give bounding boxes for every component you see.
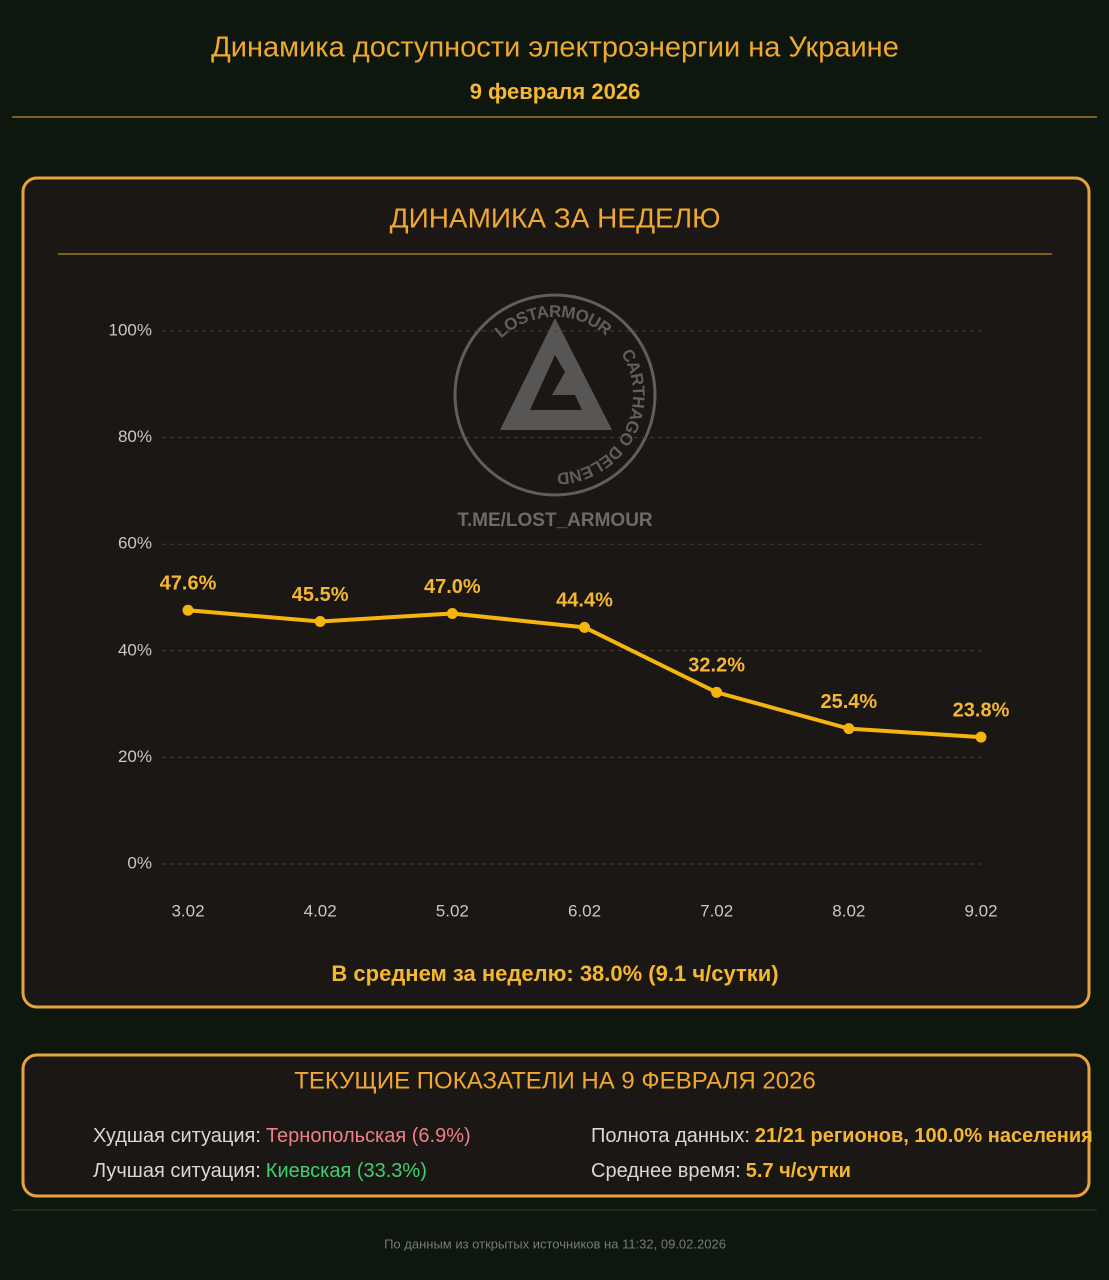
point [975,731,987,743]
current-item: Лучшая ситуация: Киевская (33.3%) [93,1160,427,1182]
plot: 0% 20% 40% 60% 80% 100% 3.02 4.02 5.02 6.02 7.02 8.… [109,320,1010,920]
x-tick-label: 8.02 [832,901,865,920]
watermark-url: T.ME/LOST_ARMOUR [457,510,653,531]
item-value: Тернопольская (6.9%) [266,1125,471,1147]
y-tick-label: 60% [118,534,152,553]
item-label: Среднее время: [591,1160,741,1182]
item-value: 21/21 регионов, 100.0% населения [755,1125,1093,1147]
item-label: Полнота данных: [591,1125,750,1147]
y-tick-label: 40% [118,640,152,659]
data-label: 47.0% [424,576,481,598]
item-label: Худшая ситуация: [93,1125,261,1147]
data-label: 25.4% [820,691,877,713]
y-tick-label: 0% [127,853,152,872]
item-label: Лучшая ситуация: [93,1160,261,1182]
y-tick-label: 20% [118,747,152,766]
page-date: 9 февраля 2026 [470,79,641,104]
point [843,723,855,735]
current-panel [21,1053,1091,1198]
chart-summary: В среднем за неделю: 38.0% (9.1 ч/сутки) [331,961,778,986]
current-item: Среднее время: 5.7 ч/сутки [591,1160,851,1182]
page-title: Динамика доступности электроэнергии на У… [211,32,899,64]
point [579,621,590,633]
current-item: Худшая ситуация: Тернопольская (6.9%) [93,1125,471,1147]
current-items: Худшая ситуация: Тернопольская (6.9%)Лучш… [93,1125,1093,1182]
y-tick-label: 80% [118,427,152,446]
point [711,686,723,698]
x-tick-label: 9.02 [964,901,997,920]
current-title: ТЕКУЩИЕ ПОКАЗАТЕЛИ НА 9 ФЕВРАЛЯ 2026 [294,1067,816,1094]
y-tick-label: 100% [109,320,152,339]
data-label: 44.4% [556,590,613,612]
footer: По данным из открытых источников на 11:3… [384,1236,726,1251]
point [446,607,458,619]
data-label: 23.8% [953,699,1010,721]
chart-title: ДИНАМИКА ЗА НЕДЕЛЮ [390,202,721,233]
point [314,615,326,627]
data-label: 45.5% [292,584,349,606]
x-tick-label: 4.02 [304,901,337,920]
watermark-ring [453,293,657,497]
item-value: 5.7 ч/сутки [746,1160,851,1182]
point [182,604,194,616]
data-label: 47.6% [160,573,217,595]
x-tick-label: 7.02 [700,901,733,920]
watermark-logo-cut [530,355,582,410]
data-label: 32.2% [688,655,745,677]
x-tick-label: 6.02 [568,901,601,920]
current-item: Полнота данных: 21/21 регионов, 100.0% на… [591,1125,1093,1147]
item-value: Киевская (33.3%) [266,1160,427,1182]
x-tick-label: 5.02 [436,901,469,920]
x-tick-label: 3.02 [171,901,204,920]
chart-panel [21,176,1091,1009]
